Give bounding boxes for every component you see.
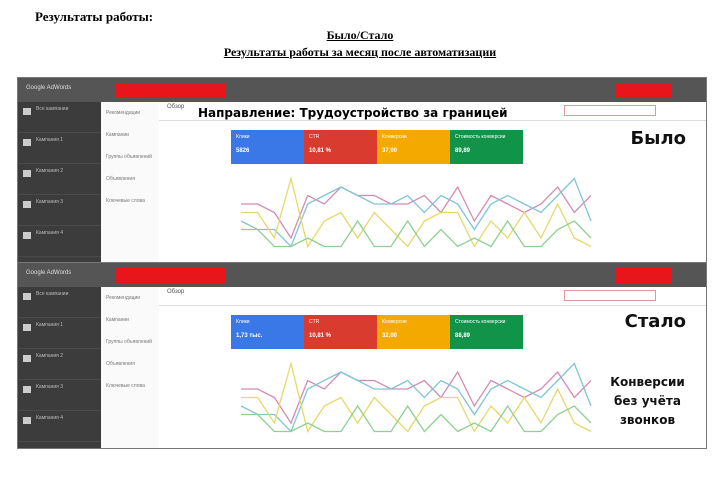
subtitle: Было/Стало	[326, 28, 394, 42]
metric-name: Стоимость конверсии	[455, 134, 506, 140]
sidebar-item[interactable]: Кампания 4	[18, 226, 101, 257]
series-line	[241, 370, 592, 425]
metric-value: 10,81 %	[309, 333, 332, 339]
subnav-item[interactable]: Объявления	[106, 176, 135, 182]
state-label: Стало	[624, 311, 686, 332]
series-line	[241, 360, 592, 434]
metric-value: 5826	[236, 148, 250, 154]
tab-overview[interactable]: Обзор	[159, 287, 706, 306]
subnav-item[interactable]: Рекомендации	[106, 295, 141, 301]
app-title: Google AdWords	[26, 270, 72, 276]
screenshot: Google AdWords Все кампании Кампания 1 Кам…	[17, 77, 707, 264]
sidebar-item[interactable]: Кампания 2	[18, 164, 101, 195]
metric-value: 32,00	[382, 333, 398, 339]
direction-label: Направление: Трудоустройство за границей	[198, 106, 508, 120]
main: Обзор Клики 5826 CTR 10,81 % Конверсии 37,00 С…	[159, 102, 706, 263]
date-range[interactable]	[564, 290, 656, 301]
redacted-account	[116, 268, 226, 283]
metric-name: Конверсии	[382, 319, 407, 325]
subnav-item[interactable]: Группы объявлений	[106, 339, 152, 345]
metric-card[interactable]: Конверсии 32,00	[377, 315, 450, 349]
metric-value: 37,00	[382, 148, 398, 154]
screenshot: Google AdWords Все кампании Кампания 1 Кам…	[17, 262, 707, 449]
note: Конверсии без учёта звонков	[605, 373, 690, 430]
heading: Результаты работы:	[35, 9, 154, 24]
redacted-user	[616, 268, 671, 283]
subnav-item[interactable]: Рекомендации	[106, 110, 141, 116]
top-bar: Google AdWords	[18, 263, 706, 287]
top-bar: Google AdWords	[18, 78, 706, 102]
redacted-user	[616, 83, 671, 98]
subnav-item[interactable]: Ключевые слова	[106, 383, 145, 389]
metric-name: Клики	[236, 319, 250, 325]
series-line	[240, 362, 592, 433]
sidebar-item[interactable]: Кампания 3	[18, 195, 101, 226]
line-chart	[240, 175, 592, 249]
series-line	[240, 177, 592, 248]
metric-card[interactable]: CTR 10,81 %	[304, 130, 377, 164]
date-range[interactable]	[564, 105, 656, 116]
metric-card[interactable]: Конверсии 37,00	[377, 130, 450, 164]
metric-name: Клики	[236, 134, 250, 140]
series-line	[241, 175, 592, 249]
sidebar-item[interactable]: Кампания 3	[18, 380, 101, 411]
subnav: Рекомендации Кампании Группы объявлений Объ…	[101, 102, 160, 263]
metric-card[interactable]: Клики 1,73 тыс.	[231, 315, 304, 349]
sidebar: Все кампании Кампания 1 Кампания 2 Кампания…	[18, 287, 101, 448]
subnav: Рекомендации Кампании Группы объявлений Объ…	[101, 287, 160, 448]
metric-card[interactable]: Клики 5826	[231, 130, 304, 164]
metric-name: CTR	[309, 134, 320, 140]
subnav-item[interactable]: Кампании	[106, 317, 129, 323]
metric-value: 1,73 тыс.	[236, 333, 263, 339]
sidebar-item[interactable]: Кампания 4	[18, 411, 101, 442]
sidebar-item[interactable]: Кампания 1	[18, 133, 101, 164]
metric-card[interactable]: Стоимость конверсии 89,89	[450, 130, 523, 164]
sidebar-item[interactable]: Кампания 1	[18, 318, 101, 349]
sidebar-item[interactable]: Все кампании	[18, 287, 101, 318]
metric-value: 89,89	[455, 148, 471, 154]
sidebar: Все кампании Кампания 1 Кампания 2 Кампания…	[18, 102, 101, 263]
series-line	[241, 404, 592, 433]
metric-value: 88,89	[455, 333, 471, 339]
metric-name: Конверсии	[382, 134, 407, 140]
redacted-account	[116, 83, 226, 98]
subtitle-2: Результаты работы за месяц после автомат…	[223, 45, 497, 59]
series-line	[241, 219, 592, 248]
state-label: Было	[630, 128, 686, 149]
metric-name: CTR	[309, 319, 320, 325]
metric-card[interactable]: Стоимость конверсии 88,89	[450, 315, 523, 349]
sidebar-item[interactable]: Все кампании	[18, 102, 101, 133]
series-line	[241, 185, 592, 240]
metric-card[interactable]: CTR 10,81 %	[304, 315, 377, 349]
metric-name: Стоимость конверсии	[455, 319, 506, 325]
subnav-item[interactable]: Группы объявлений	[106, 154, 152, 160]
metric-value: 10,81 %	[309, 148, 332, 154]
subnav-item[interactable]: Кампании	[106, 132, 129, 138]
app-title: Google AdWords	[26, 85, 72, 91]
tab-overview[interactable]: Обзор	[159, 102, 706, 121]
sidebar-item[interactable]: Кампания 2	[18, 349, 101, 380]
subnav-item[interactable]: Объявления	[106, 361, 135, 367]
line-chart	[240, 360, 592, 434]
subnav-item[interactable]: Ключевые слова	[106, 198, 145, 204]
